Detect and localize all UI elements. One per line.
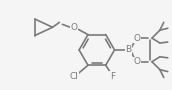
Text: O: O [134,34,141,43]
Text: F: F [110,72,115,81]
Text: B: B [125,45,131,54]
Text: O: O [134,57,141,66]
Text: Cl: Cl [70,72,79,81]
Text: O: O [71,23,78,32]
